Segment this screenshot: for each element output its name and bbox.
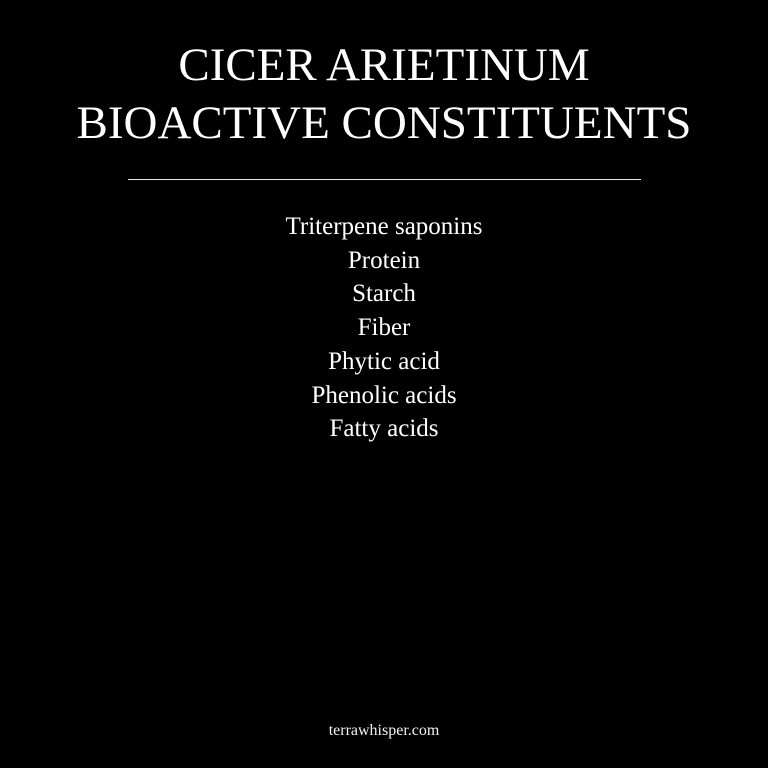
list-item: Starch (352, 280, 416, 308)
list-item: Phenolic acids (311, 381, 457, 409)
page-title: CICER ARIETINUM BIOACTIVE CONSTITUENTS (0, 36, 768, 152)
title-line-1: CICER ARIETINUM (178, 39, 590, 91)
list-item: Phytic acid (328, 347, 440, 375)
list-item: Triterpene saponins (285, 213, 483, 240)
list-item: Protein (347, 246, 421, 274)
constituents-list: Triterpene saponins Protein Starch Fiber… (0, 210, 768, 446)
list-item: Fatty acids (329, 415, 439, 443)
title-divider (128, 179, 641, 180)
title-line-2: BIOACTIVE CONSTITUENTS (76, 97, 692, 149)
footer-site-credit: terrawhisper.com (328, 722, 440, 739)
list-item: Fiber (357, 314, 411, 342)
